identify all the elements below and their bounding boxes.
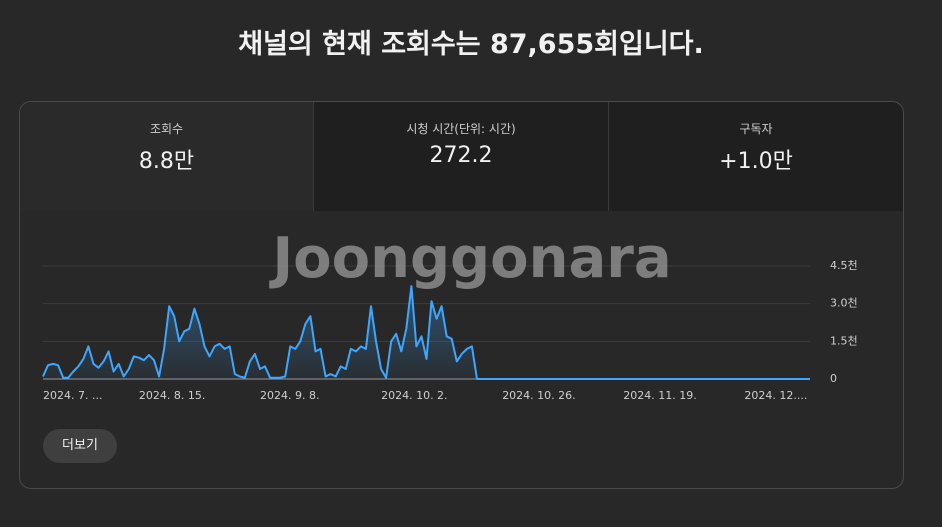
more-button[interactable]: 더보기: [43, 429, 117, 463]
headline: 채널의 현재 조회수는 87,655회입니다.: [238, 29, 704, 60]
metric-value: +1.0만: [719, 149, 793, 174]
metric-tab[interactable]: 구독자 +1.0만: [609, 102, 903, 211]
metric-tab[interactable]: 시청 시간(단위: 시간) 272.2: [314, 102, 609, 211]
metric-label: 조회수: [149, 122, 184, 136]
analytics-card: 조회수 8.8만 시청 시간(단위: 시간) 272.2 구독자 +1.0만 더…: [19, 101, 904, 489]
metric-value: 8.8만: [138, 149, 195, 174]
metric-value: 272.2: [429, 143, 493, 168]
metric-label: 시청 시간(단위: 시간): [406, 122, 516, 136]
metric-label: 구독자: [739, 122, 773, 136]
metric-tab[interactable]: 조회수 8.8만: [20, 102, 314, 211]
